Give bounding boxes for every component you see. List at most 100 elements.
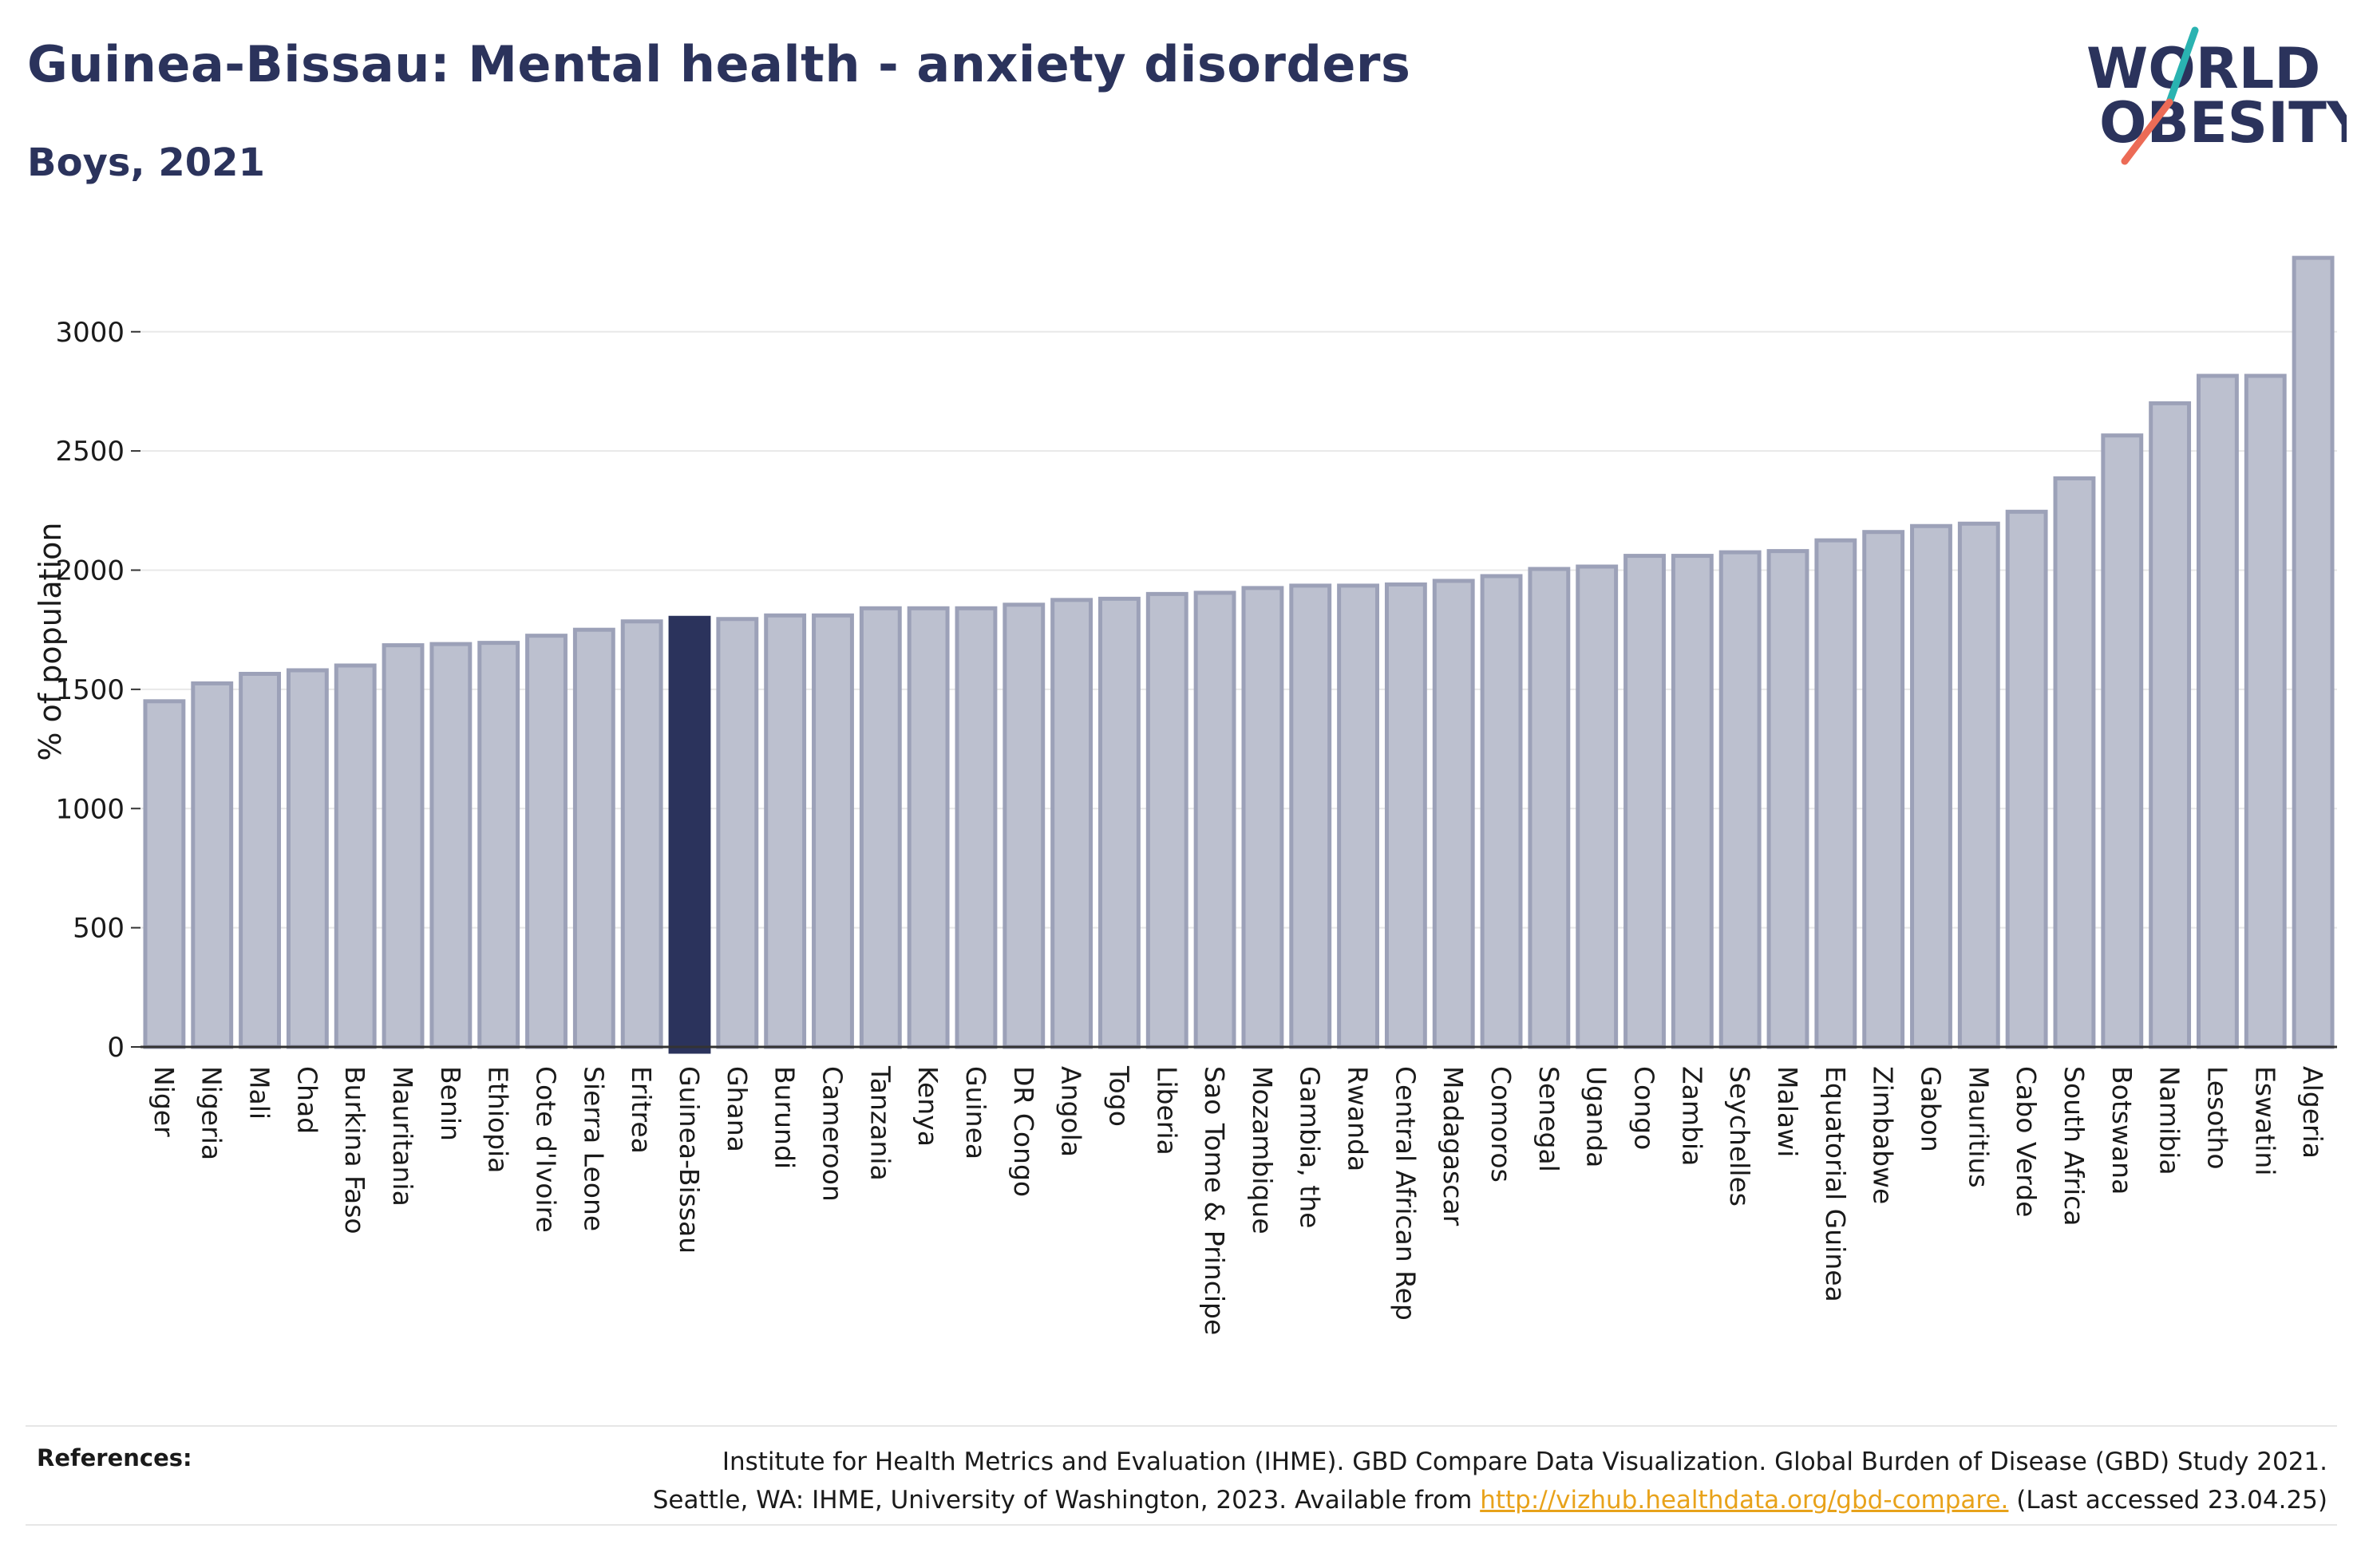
bar <box>1718 550 1762 1049</box>
x-tick-label: Mozambique <box>1247 1066 1278 1234</box>
bar <box>525 634 568 1049</box>
x-tick-label: Senegal <box>1533 1066 1564 1172</box>
x-tick-label: Sao Tome & Principe <box>1199 1066 1230 1335</box>
x-tick-label: Mauritius <box>1963 1066 1994 1188</box>
bar <box>907 606 950 1049</box>
x-tick-label: Cameroon <box>817 1066 848 1202</box>
bar <box>955 606 998 1049</box>
references-text: Institute for Health Metrics and Evaluat… <box>492 1443 2327 1519</box>
x-tick-label: Tanzania <box>864 1065 896 1181</box>
x-tick-label: Liberia <box>1151 1066 1182 1155</box>
references-divider-bottom <box>26 1524 2337 1526</box>
bar <box>191 681 234 1049</box>
x-tick-label: Rwanda <box>1343 1066 1374 1171</box>
x-tick-label: Mali <box>244 1066 275 1120</box>
x-tick-label: Seychelles <box>1724 1066 1755 1207</box>
y-tick-label: 3000 <box>55 317 125 349</box>
bar-chart: 0 500 1000 1500 2000 2500 3000 Niger Nigeria Mal… <box>33 255 2337 1335</box>
x-tick-label: Eritrea <box>626 1066 657 1154</box>
bar <box>1766 549 1809 1049</box>
bar <box>382 643 425 1049</box>
bar <box>1528 567 1571 1049</box>
reference-line-2-prefix: Seattle, WA: IHME, University of Washing… <box>652 1486 1481 1515</box>
bar <box>2149 401 2192 1049</box>
bar <box>1384 582 1427 1049</box>
logo-slash-coral <box>2121 98 2173 165</box>
x-tick-label: Ghana <box>722 1066 753 1152</box>
x-tick-label: Malawi <box>1772 1066 1803 1157</box>
bar <box>1193 590 1236 1049</box>
y-axis-title: % of population <box>33 523 68 761</box>
x-tick-label: Chad <box>291 1066 322 1134</box>
x-tick-label: Botswana <box>2106 1066 2138 1195</box>
bars <box>143 255 2335 1054</box>
bar <box>1814 538 1857 1049</box>
bar <box>239 671 281 1049</box>
bar <box>2005 509 2048 1049</box>
bar <box>334 663 377 1049</box>
bar <box>716 617 759 1049</box>
bar <box>1289 583 1332 1049</box>
x-tick-label: Angola <box>1056 1066 1087 1157</box>
y-tick-label: 0 <box>107 1032 125 1064</box>
bar <box>1241 586 1284 1049</box>
y-tick-label: 1500 <box>55 674 125 706</box>
x-tick-label: Ethiopia <box>483 1066 514 1173</box>
bar <box>1337 583 1379 1049</box>
bar <box>2101 433 2144 1049</box>
reference-link[interactable]: http://vizhub.healthdata.org/gbd-compare… <box>1480 1486 2009 1515</box>
bar <box>1576 564 1619 1049</box>
reference-line-2: Seattle, WA: IHME, University of Washing… <box>492 1481 2327 1519</box>
x-tick-label: Algeria <box>2297 1066 2328 1159</box>
chart-title: Guinea-Bissau: Mental health - anxiety d… <box>27 35 1411 93</box>
y-axis-ticks: 0 500 1000 1500 2000 2500 3000 <box>55 317 140 1064</box>
bar <box>1432 579 1475 1049</box>
x-tick-label: Namibia <box>2154 1066 2185 1175</box>
x-tick-label: South Africa <box>2058 1066 2090 1226</box>
y-tick-label: 2000 <box>55 555 125 587</box>
x-tick-label: Benin <box>435 1066 466 1141</box>
bar <box>1910 523 1952 1049</box>
x-tick-label: Cabo Verde <box>2011 1066 2042 1217</box>
y-tick-label: 1000 <box>55 793 125 825</box>
x-tick-label: Nigeria <box>196 1066 227 1160</box>
x-tick-label: Gambia, the <box>1295 1066 1326 1228</box>
logo-word-world: WORLD <box>2086 36 2320 101</box>
bar <box>1003 602 1046 1049</box>
x-tick-label: Kenya <box>912 1066 943 1147</box>
bar <box>1957 521 2000 1049</box>
x-tick-label: Madagascar <box>1438 1066 1469 1226</box>
chart-subtitle: Boys, 2021 <box>27 140 265 185</box>
bar <box>1862 530 1905 1049</box>
x-tick-label: Zimbabwe <box>1868 1066 1899 1204</box>
bar <box>2244 373 2287 1049</box>
x-tick-label: Comoros <box>1485 1066 1517 1183</box>
world-obesity-logo: WORLD OBESITY <box>2086 26 2347 165</box>
x-tick-label: Cote d'Ivoire <box>531 1066 562 1233</box>
bar <box>620 619 663 1049</box>
bar <box>1623 554 1666 1049</box>
bar <box>1098 596 1141 1049</box>
x-tick-label: Burkina Faso <box>339 1066 370 1234</box>
bar <box>812 613 854 1049</box>
bar <box>2292 255 2335 1049</box>
x-tick-label: DR Congo <box>1008 1066 1039 1197</box>
reference-line-2-suffix: (Last accessed 23.04.25) <box>2008 1486 2327 1515</box>
logo-slash-teal <box>2165 26 2199 106</box>
x-tick-label: Burundi <box>769 1066 801 1169</box>
bar <box>764 613 807 1049</box>
bar-highlighted <box>668 615 711 1054</box>
bar <box>572 627 615 1049</box>
x-tick-label: Guinea <box>960 1066 991 1159</box>
x-tick-label: Sierra Leone <box>578 1066 609 1231</box>
x-axis-labels: Niger Nigeria Mali Chad Burkina Faso Mauritan… <box>148 1065 2328 1335</box>
bar <box>2197 373 2239 1049</box>
y-tick-label: 2500 <box>55 436 125 468</box>
x-tick-label: Eswatini <box>2249 1066 2280 1175</box>
bar <box>2053 476 2096 1049</box>
bar <box>1671 554 1714 1049</box>
bar <box>859 606 902 1049</box>
x-tick-label: Togo <box>1103 1065 1134 1127</box>
x-tick-label: Mauritania <box>387 1066 418 1207</box>
x-tick-label: Zambia <box>1676 1066 1707 1166</box>
